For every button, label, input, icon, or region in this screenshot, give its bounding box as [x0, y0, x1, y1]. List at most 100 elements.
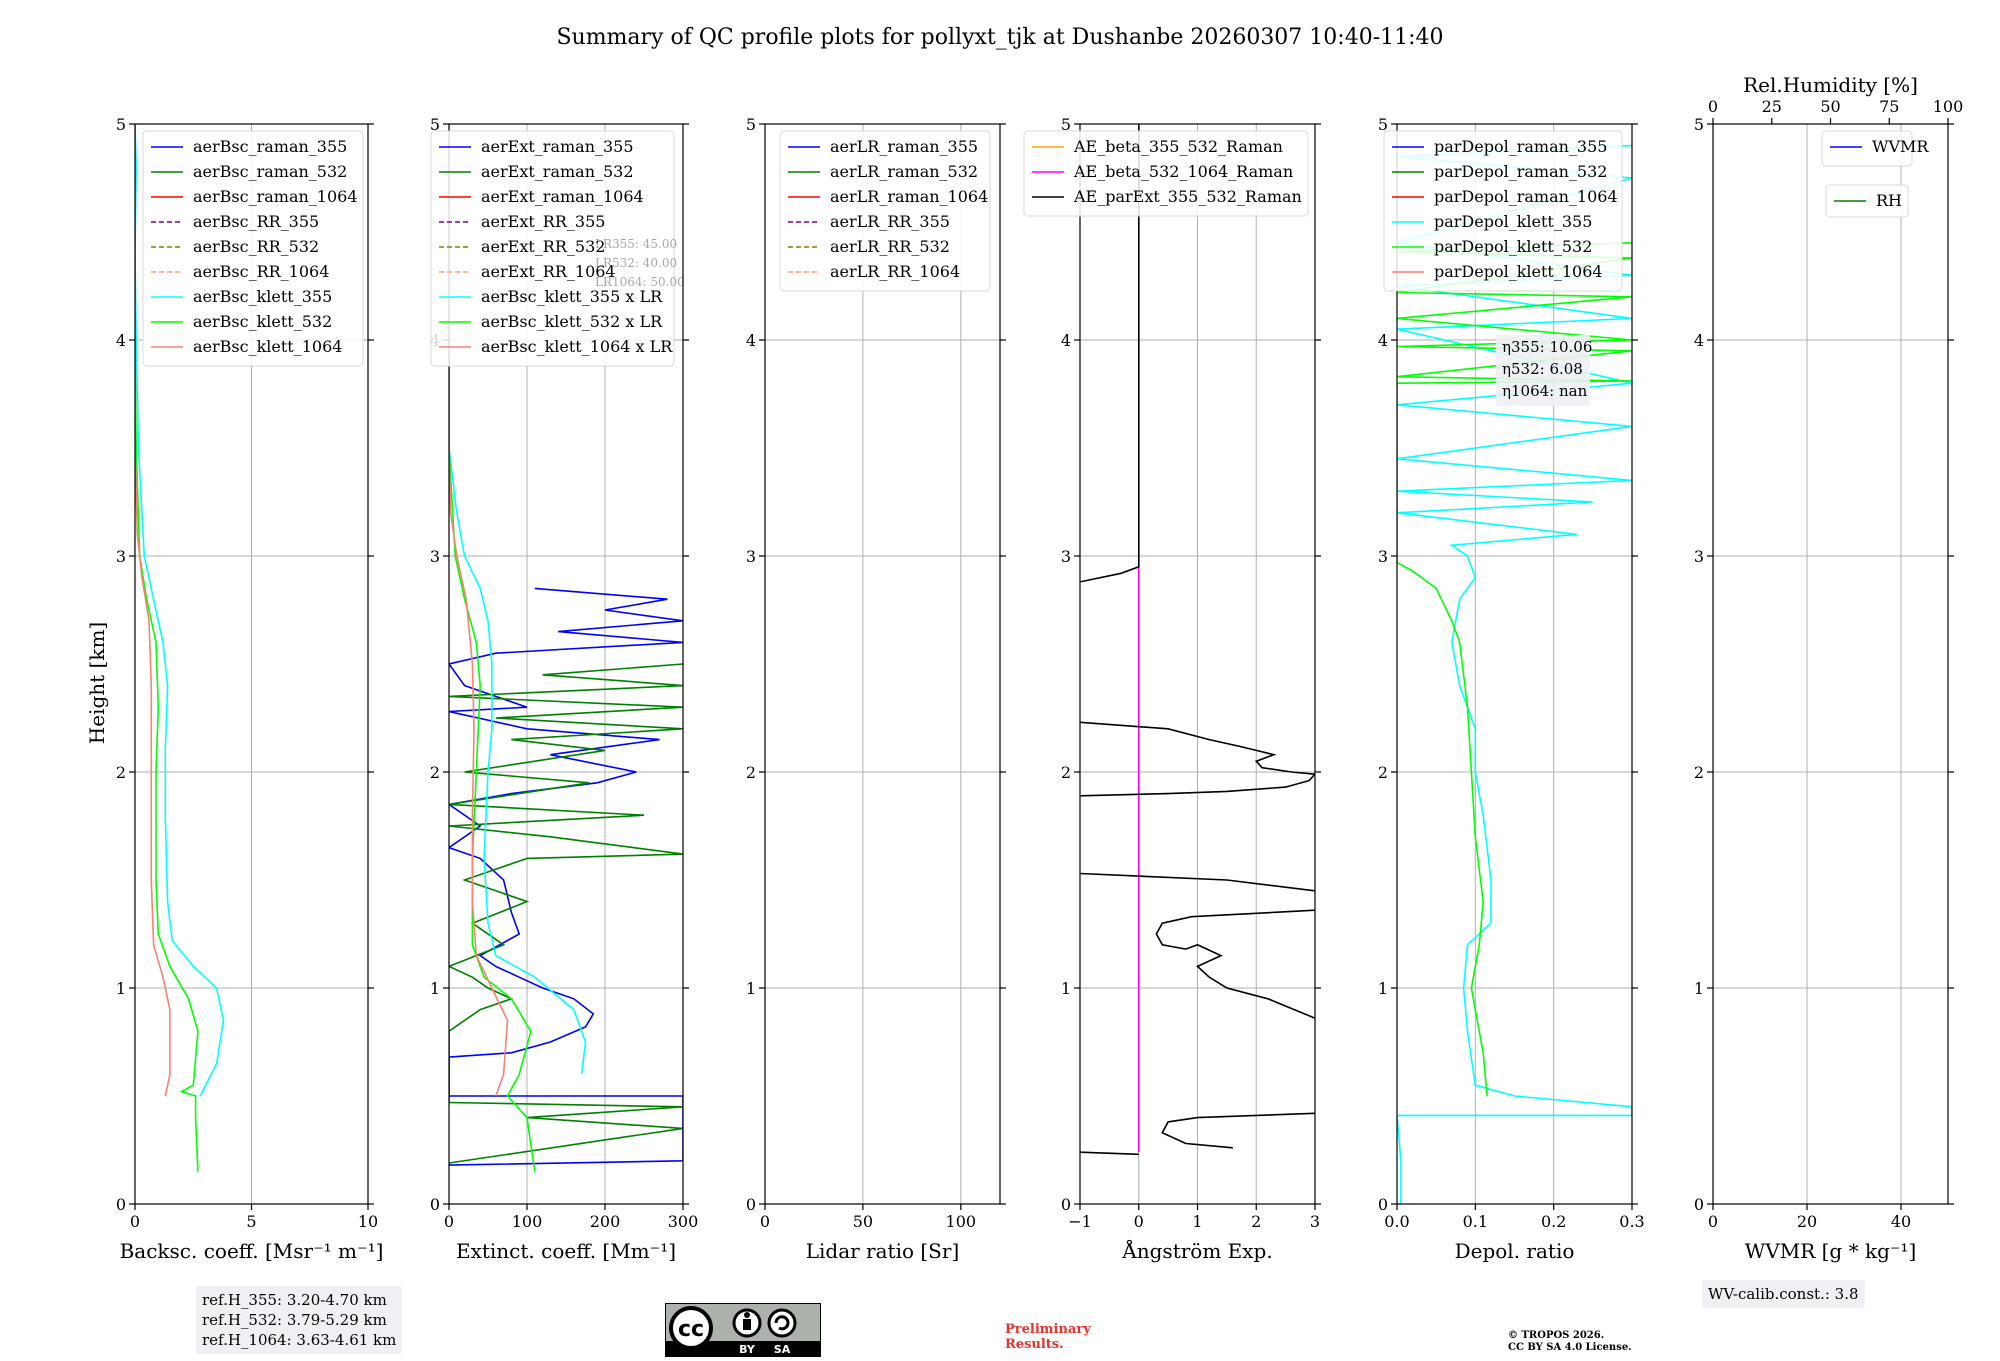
- axes-frame: [1712, 123, 1949, 1205]
- x-tick-label: 1: [1192, 1212, 1202, 1231]
- y-tick-label: 5: [1061, 115, 1071, 134]
- y-tick-label: 3: [430, 547, 440, 566]
- series-line-AE_parExt_355_532_Raman_c: [1155, 909, 1315, 1019]
- copyright-line-1: © TROPOS 2026.: [1508, 1330, 1605, 1341]
- y-tick-label: 3: [116, 547, 126, 566]
- legend-label: aerLR_RR_532: [830, 237, 950, 256]
- y-tick-label: 1: [1694, 979, 1704, 998]
- x-axis-label: Lidar ratio [Sr]: [806, 1239, 960, 1263]
- lr-annotation-532: LR532: 40.00: [595, 256, 677, 270]
- series-line-parDepol_klett_532: [1397, 242, 1632, 1097]
- legend-label: aerBsc_klett_355: [193, 287, 332, 306]
- x-tick-label: 2: [1251, 1212, 1261, 1231]
- legend: WVMR RH: [1821, 130, 1929, 218]
- x-tick-label: 0: [444, 1212, 454, 1231]
- series-line-parDepol_klett_355: [1397, 144, 1632, 1204]
- y-tick-label: 1: [430, 979, 440, 998]
- legend-label: aerExt_raman_1064: [481, 187, 644, 206]
- x-tick-label: 20: [1797, 1212, 1817, 1231]
- panel-backscatter: 0 5 10 0 1 2 3 4 5 Backsc. coeff. [Msr⁻¹ m⁻¹] aerB…: [116, 115, 384, 1263]
- x-tick-label: 0: [130, 1212, 140, 1231]
- eta-annotation-532: η532: 6.08: [1502, 360, 1583, 378]
- eta-annotation: η355: 10.06 η532: 6.08 η1064: nan: [1496, 335, 1592, 406]
- top-x-tick-label: 75: [1879, 97, 1899, 116]
- x-tick-label: 0: [760, 1212, 770, 1231]
- by-label: BY: [739, 1343, 756, 1356]
- legend-label: aerExt_raman_355: [481, 137, 634, 156]
- legend-label: aerBsc_klett_532 x LR: [481, 312, 663, 331]
- y-tick-label: 2: [1061, 763, 1071, 782]
- legend-label: aerBsc_klett_532: [193, 312, 332, 331]
- x-tick-label: 300: [668, 1212, 699, 1231]
- lr-annotation-355: LR355: 45.00: [595, 237, 677, 251]
- copyright-line-2: CC BY SA 4.0 License.: [1508, 1342, 1632, 1353]
- figure-title: Summary of QC profile plots for pollyxt_…: [556, 25, 1443, 50]
- y-tick-label: 5: [116, 115, 126, 134]
- legend-label: aerBsc_RR_1064: [193, 262, 329, 281]
- y-tick-label: 4: [116, 331, 126, 350]
- axes-frame: [764, 123, 1001, 1205]
- cc-by-sa-badge: cc BY SA: [664, 1302, 822, 1358]
- legend-label: aerExt_RR_532: [481, 237, 605, 256]
- x-tick-label: 200: [590, 1212, 621, 1231]
- legend-frame: [1821, 130, 1913, 167]
- legend-label: aerBsc_RR_532: [193, 237, 319, 256]
- panel-depolarization: 0.0 0.1 0.2 0.3 0 1 2 3 4 5 Depol. ratio parDepol_r…: [1378, 115, 1645, 1263]
- legend-label: aerBsc_klett_1064 x LR: [481, 337, 673, 356]
- x-tick-label: 100: [512, 1212, 543, 1231]
- y-tick-label: 4: [1378, 331, 1388, 350]
- legend-label: aerBsc_klett_1064: [193, 337, 342, 356]
- y-tick-label: 1: [746, 979, 756, 998]
- series-line-AE_parExt_355_532_Raman_f: [1080, 124, 1140, 583]
- series-line-aerBsc_klett_532: [135, 124, 199, 1172]
- top-x-tick-label: 50: [1820, 97, 1840, 116]
- wv-calib-box: WV-calib.const.: 3.8: [1702, 1280, 1865, 1308]
- axes-frame: [448, 123, 684, 1205]
- cc-logo-text: cc: [678, 1317, 704, 1342]
- legend-label: WVMR: [1872, 137, 1929, 156]
- y-tick-label: 2: [116, 763, 126, 782]
- legend: AE_beta_355_532_Raman AE_beta_532_1064_Ra…: [1023, 130, 1309, 217]
- y-tick-label: 3: [746, 547, 756, 566]
- series-line-AE_parExt_355_532_Raman_b: [1161, 1112, 1315, 1149]
- series-line-aerExt_raman_532: [449, 663, 683, 1164]
- x-tick-label: 0: [1134, 1212, 1144, 1231]
- x-axis-label: WVMR [g * kg⁻¹]: [1745, 1239, 1917, 1263]
- y-tick-label: 5: [430, 115, 440, 134]
- ref-height-355: ref.H_355: 3.20-4.70 km: [202, 1291, 387, 1309]
- legend-label: aerLR_RR_355: [830, 212, 950, 231]
- y-tick-label: 1: [116, 979, 126, 998]
- series-line-AE_parExt_355_532_Raman: [1080, 1151, 1139, 1156]
- y-tick-label: 5: [1694, 115, 1704, 134]
- top-x-tick-label: 25: [1762, 97, 1782, 116]
- legend-label: parDepol_klett_532: [1434, 237, 1592, 256]
- series-group: [449, 124, 683, 1172]
- legend-label: AE_beta_355_532_Raman: [1073, 137, 1283, 156]
- x-tick-label: 3: [1310, 1212, 1320, 1231]
- legend-frame: [779, 130, 991, 292]
- panel-extinction: 0100200300012345Extinct. coeff. [Mm⁻¹]ae…: [430, 115, 698, 1263]
- legend-label: parDepol_klett_1064: [1434, 262, 1603, 281]
- legend-label: aerLR_raman_1064: [830, 187, 988, 206]
- legend-label: aerLR_raman_355: [830, 137, 978, 156]
- series-line-aerBsc_klett_355 x LR: [449, 124, 587, 1075]
- eta-annotation-box: [1496, 335, 1590, 406]
- legend-label: aerBsc_raman_355: [193, 137, 347, 156]
- legend-label: aerLR_raman_532: [830, 162, 978, 181]
- x-axis-label: Backsc. coeff. [Msr⁻¹ m⁻¹]: [120, 1239, 384, 1263]
- ref-height-1064: ref.H_1064: 3.63-4.61 km: [202, 1331, 397, 1349]
- series-group: [1397, 144, 1632, 1204]
- series-line-aerBsc_klett_1064: [135, 340, 171, 1097]
- y-tick-label: 4: [746, 331, 756, 350]
- ref-height-box: ref.H_355: 3.20-4.70 km ref.H_532: 3.79-…: [196, 1286, 403, 1354]
- y-tick-label: 0: [1694, 1195, 1704, 1214]
- legend-label: aerExt_RR_1064: [481, 262, 616, 281]
- legend-frame: [1383, 130, 1623, 292]
- legend-frame: [1023, 130, 1309, 217]
- legend-frame: [430, 130, 675, 367]
- axes-frame: [1396, 123, 1633, 1205]
- legend-label: RH: [1876, 191, 1902, 210]
- series-line-aerBsc_klett_1064 x LR: [449, 447, 509, 1097]
